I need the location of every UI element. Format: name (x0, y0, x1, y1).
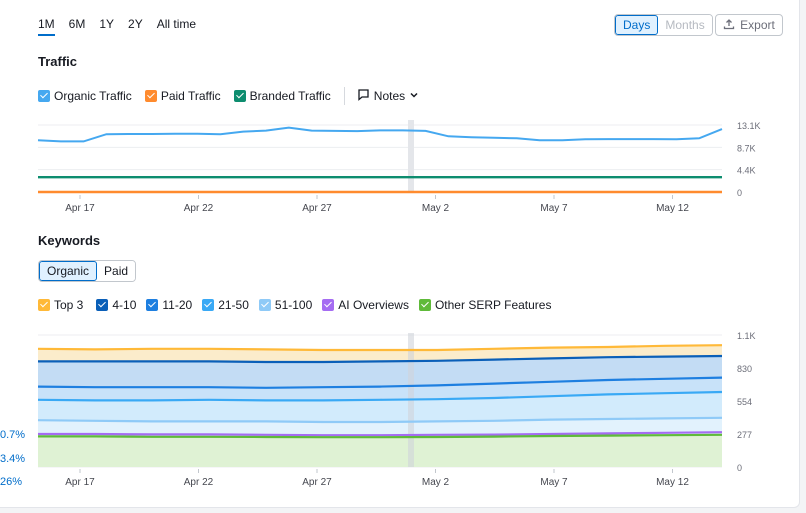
x-tick-label: Apr 22 (184, 477, 214, 488)
x-tick-label: May 12 (656, 477, 689, 488)
series-line (37, 126, 723, 143)
legend-divider (343, 87, 345, 105)
notes-dropdown[interactable]: Notes (357, 88, 419, 104)
series-line (37, 376, 723, 389)
days-button[interactable]: Days (615, 15, 659, 35)
export-label: Export (740, 18, 775, 32)
export-icon (723, 18, 735, 33)
series-area (38, 434, 722, 467)
series-line (37, 390, 723, 402)
legend-4-10[interactable]: 4-10 (96, 298, 136, 312)
y-tick-label: 4.4K (737, 166, 756, 176)
period-1m[interactable]: 1M (38, 17, 55, 36)
date-marker (408, 120, 414, 192)
legend-label: Branded Traffic (249, 89, 331, 103)
legend-organic-traffic[interactable]: Organic Traffic (38, 89, 132, 103)
notes-label: Notes (373, 89, 406, 103)
tab-organic[interactable]: Organic (39, 261, 98, 281)
checkbox-icon (96, 299, 109, 311)
checkbox-icon (144, 90, 157, 102)
y-tick-label: 554 (737, 397, 752, 407)
legend-label: 11-20 (162, 298, 193, 312)
checkbox-icon (146, 299, 159, 311)
x-tick-label: Apr 22 (184, 203, 214, 214)
chevron-down-icon (409, 89, 419, 103)
checkbox-icon (38, 299, 50, 311)
comment-icon (357, 88, 370, 104)
legend-ai-overviews[interactable]: AI Overviews (322, 298, 409, 312)
checkbox-icon (38, 90, 50, 102)
checkbox-icon (258, 299, 271, 311)
series-line (37, 416, 723, 424)
y-tick-label: 8.7K (737, 143, 756, 153)
x-tick-label: Apr 17 (65, 477, 95, 488)
period-2y[interactable]: 2Y (128, 17, 143, 31)
traffic-chart: 0 4.4K 8.7K 13.1K Apr 17 Apr 22 Apr 27 May 2 May… (37, 120, 761, 214)
series-line (38, 433, 723, 439)
legend-label: 4-10 (112, 298, 137, 312)
checkbox-icon (233, 90, 246, 102)
x-tick-label: Apr 27 (302, 203, 332, 214)
x-tick-label: May 2 (422, 477, 450, 488)
legend-51-100[interactable]: 51-100 (258, 298, 313, 312)
keywords-tabs: Organic Paid (38, 260, 137, 282)
traffic-title: Traffic (38, 54, 78, 69)
legend-11-20[interactable]: 11-20 (146, 298, 192, 312)
y-tick-label: 0 (737, 463, 742, 473)
keywords-title: Keywords (38, 233, 101, 248)
period-1y[interactable]: 1Y (99, 17, 115, 31)
checkbox-icon (418, 299, 431, 311)
legend-label: 21-50 (218, 298, 249, 312)
checkbox-icon (322, 299, 335, 311)
x-tick-label: Apr 27 (302, 477, 332, 488)
x-tick-label: May 2 (422, 203, 450, 214)
tab-paid[interactable]: Paid (97, 261, 136, 281)
legend-label: Top 3 (54, 298, 84, 312)
legend-paid-traffic[interactable]: Paid Traffic (144, 89, 221, 103)
series-line (38, 431, 723, 437)
period-selector: 1M 6M 1Y 2Y All time (38, 17, 210, 36)
legend-label: 51-100 (274, 298, 313, 312)
export-button[interactable]: Export (715, 14, 783, 36)
period-all-time[interactable]: All time (156, 17, 197, 31)
keywords-legend: Top 3 4-10 11-20 21-50 51-100 AI Overvie… (38, 298, 564, 312)
x-tick-label: Apr 17 (65, 203, 95, 214)
y-tick-label: 277 (737, 430, 752, 440)
legend-label: Paid Traffic (160, 89, 221, 103)
period-6m[interactable]: 6M (68, 17, 86, 31)
y-tick-label: 1.1K (737, 331, 756, 341)
x-tick-label: May 7 (540, 477, 568, 488)
legend-label: Organic Traffic (54, 89, 132, 103)
x-tick-label: May 7 (540, 203, 568, 214)
side-percent: 0.7% (0, 429, 26, 441)
legend-21-50[interactable]: 21-50 (202, 298, 249, 312)
months-button[interactable]: Months (658, 15, 712, 35)
checkbox-icon (202, 299, 215, 311)
traffic-legend: Organic Traffic Paid Traffic Branded Tra… (38, 87, 419, 105)
keywords-chart: 0 277 554 830 1.1K Apr 17 Apr 22 Apr 27 May 2 May… (37, 331, 756, 488)
series-line (37, 344, 723, 352)
series-line (38, 354, 723, 364)
granularity-toggle: Days Months (614, 14, 713, 36)
x-tick-label: May 12 (656, 203, 689, 214)
legend-label: Other SERP Features (434, 298, 552, 312)
legend-top-3[interactable]: Top 3 (38, 298, 83, 312)
legend-label: AI Overviews (338, 298, 409, 312)
y-tick-label: 0 (737, 188, 742, 198)
y-tick-label: 830 (737, 364, 752, 374)
y-tick-label: 13.1K (737, 121, 761, 131)
side-percent: 26% (0, 476, 23, 488)
legend-branded-traffic[interactable]: Branded Traffic (233, 89, 331, 103)
side-percent: 3.4% (0, 453, 26, 465)
legend-other-serp-features[interactable]: Other SERP Features (418, 298, 552, 312)
